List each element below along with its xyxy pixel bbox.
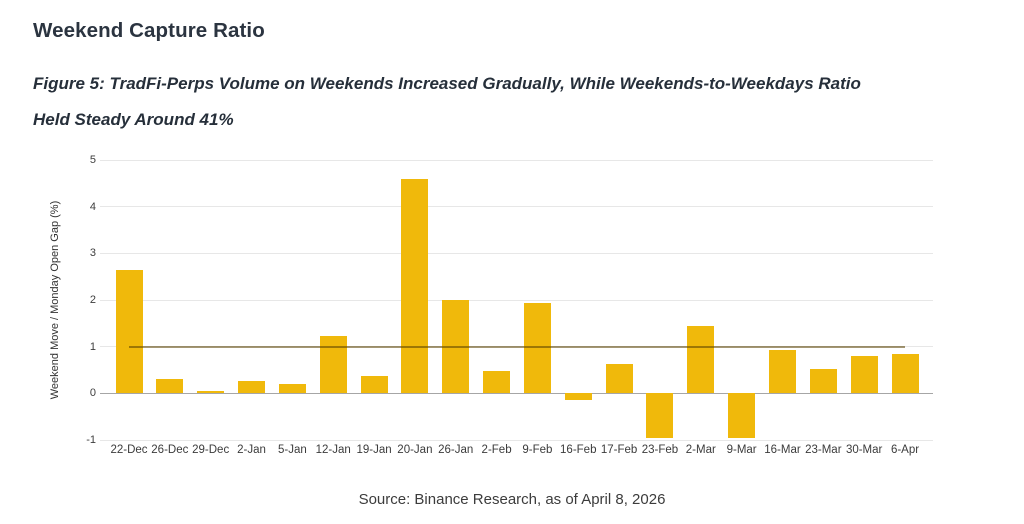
y-tick-label: 1 (89, 340, 96, 353)
x-tick-label: 22-Dec (110, 444, 148, 456)
bar-2-feb (483, 370, 511, 394)
x-tick-label: 9-Mar (726, 444, 757, 456)
bar-23-feb (646, 393, 674, 438)
bar-6-apr (891, 354, 919, 394)
y-tick-label: 2 (89, 294, 96, 306)
bar-30-mar (850, 356, 878, 394)
y-tick-label: 3 (89, 247, 96, 260)
x-tick-label: 29-Dec (192, 444, 230, 456)
x-tick-label: 2-Mar (685, 444, 716, 456)
x-tick-label: 2-Jan (237, 444, 266, 456)
x-tick-label: 30-Mar (845, 444, 883, 456)
bar-2-jan (238, 381, 266, 394)
gridline (100, 252, 933, 254)
bar-23-mar (809, 369, 837, 394)
bar-22-dec (115, 269, 143, 394)
bar-9-mar (728, 393, 756, 438)
x-tick-label: 20-Jan (397, 444, 433, 456)
x-tick-label: 23-Feb (641, 444, 679, 456)
bar-26-dec (156, 379, 184, 394)
gridline (100, 159, 933, 161)
figure-caption-line-1: Figure 5: TradFi-Perps Volume on Weekend… (33, 74, 861, 93)
x-tick-label: 16-Mar (764, 444, 801, 456)
zero-axis-line (100, 392, 933, 394)
source-note: Source: Binance Research, as of April 8,… (358, 491, 666, 508)
bar-17-feb (605, 364, 633, 394)
x-tick-label: 9-Feb (522, 444, 553, 456)
y-tick-label: 0 (89, 387, 96, 400)
bar-5-jan (278, 384, 306, 394)
x-tick-label: 23-Mar (805, 444, 842, 456)
bar-2-mar (687, 326, 715, 394)
x-tick-label: 12-Jan (315, 444, 351, 456)
bar-9-feb (523, 302, 551, 394)
reference-line (129, 345, 905, 348)
gridline (100, 299, 933, 301)
x-tick-label: 19-Jan (356, 444, 392, 456)
x-tick-label: 2-Feb (481, 444, 512, 456)
bar-19-jan (360, 376, 388, 394)
x-tick-label: 6-Apr (890, 444, 920, 456)
y-tick-label: -1 (86, 434, 96, 446)
figure-caption-line-2: Held Steady Around 41% (33, 110, 234, 129)
x-tick-label: 17-Feb (600, 444, 638, 456)
x-tick-label: 16-Feb (560, 444, 597, 456)
page-title: Weekend Capture Ratio (33, 19, 265, 42)
x-tick-label: 26-Jan (438, 444, 474, 456)
x-tick-label: 5-Jan (277, 444, 307, 456)
y-tick-label: 5 (89, 154, 96, 166)
gridline (100, 439, 933, 441)
bar-20-jan (401, 178, 429, 394)
x-tick-label: 26-Dec (151, 444, 189, 456)
bar-16-mar (768, 350, 796, 394)
gridline (100, 206, 933, 208)
bar-16-feb (564, 393, 592, 401)
bar-29-dec (197, 391, 225, 394)
y-tick-label: 4 (89, 200, 96, 213)
figure-caption: Figure 5: TradFi-Perps Volume on Weekend… (33, 66, 983, 138)
